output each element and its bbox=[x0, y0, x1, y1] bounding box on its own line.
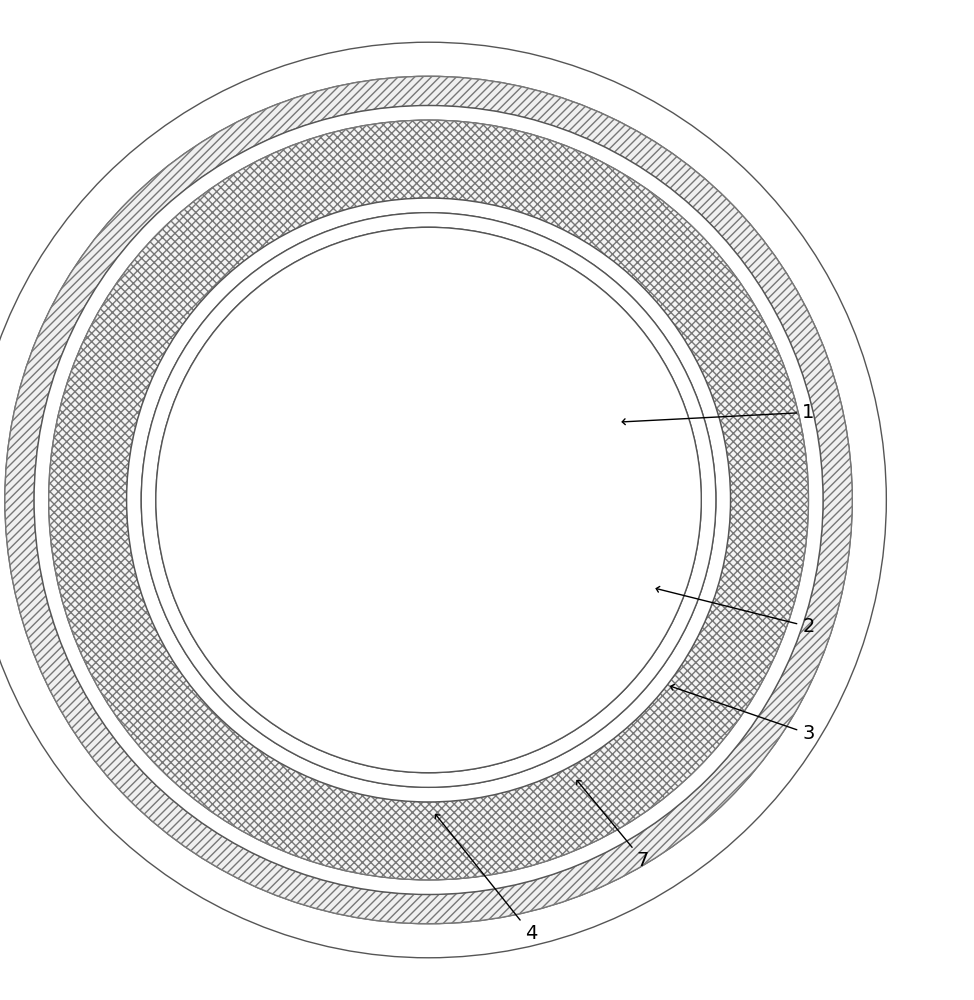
Polygon shape bbox=[34, 106, 823, 894]
Text: 1: 1 bbox=[622, 403, 814, 425]
Polygon shape bbox=[5, 76, 852, 924]
Text: 3: 3 bbox=[671, 684, 814, 743]
Polygon shape bbox=[49, 120, 808, 880]
Text: 4: 4 bbox=[435, 815, 537, 943]
Circle shape bbox=[156, 227, 701, 773]
Text: 7: 7 bbox=[577, 780, 649, 870]
Polygon shape bbox=[141, 213, 716, 787]
Polygon shape bbox=[0, 42, 886, 958]
Text: 2: 2 bbox=[656, 586, 814, 636]
Polygon shape bbox=[127, 198, 730, 802]
